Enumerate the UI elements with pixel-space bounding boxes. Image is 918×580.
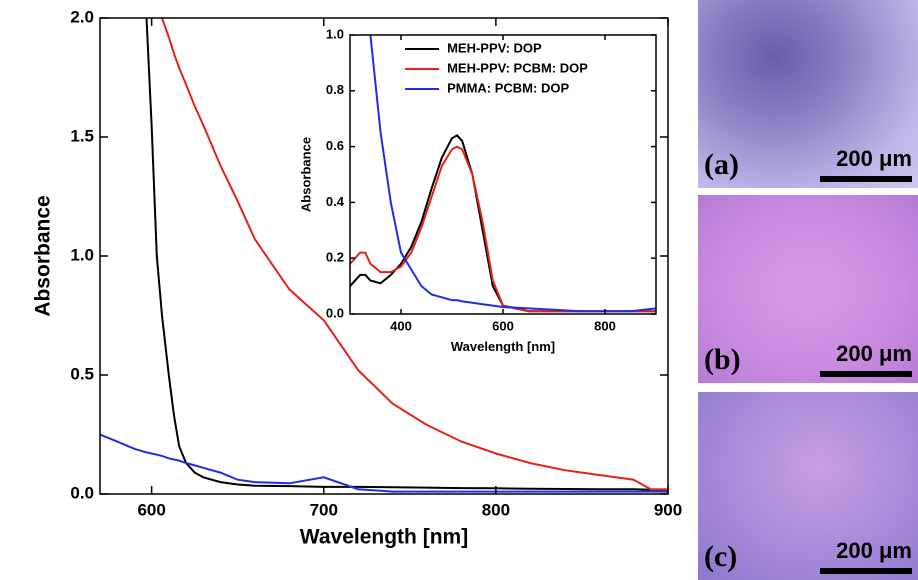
series-line xyxy=(161,18,668,491)
y-tick-label: 1.0 xyxy=(70,245,94,264)
x-axis-label: Wavelength [nm] xyxy=(300,526,468,549)
legend-label: MEH-PPV: PCBM: DOP xyxy=(447,60,588,75)
micrograph: (b) 200 μm xyxy=(698,195,918,383)
y-tick-label: 0.0 xyxy=(326,305,344,320)
y-tick-label: 0.4 xyxy=(326,194,345,209)
x-tick-label: 900 xyxy=(654,500,682,519)
series-line xyxy=(350,145,656,313)
plot-area xyxy=(350,35,656,314)
y-tick-label: 0.2 xyxy=(326,250,344,265)
x-tick-label: 600 xyxy=(492,318,514,333)
plot xyxy=(100,18,668,493)
x-tick-label: 600 xyxy=(137,500,165,519)
y-tick-label: 0.0 xyxy=(70,483,94,502)
x-axis-label: Wavelength [nm] xyxy=(451,339,555,354)
y-tick-label: 2.0 xyxy=(70,7,94,26)
y-tick-label: 0.8 xyxy=(326,82,344,97)
scale-label: 200 μm xyxy=(836,538,912,563)
y-tick-label: 0.5 xyxy=(70,364,94,383)
scale-bar xyxy=(820,371,912,377)
series-line xyxy=(369,35,656,313)
legend-label: PMMA: PCBM: DOP xyxy=(447,80,569,95)
panel-label: (a) xyxy=(704,148,739,181)
y-axis-label: Absorbance xyxy=(31,195,54,316)
series-line xyxy=(100,433,668,493)
y-tick-label: 1.0 xyxy=(326,26,344,41)
scale-label: 200 μm xyxy=(836,146,912,171)
x-tick-label: 400 xyxy=(390,318,412,333)
panel-label: (b) xyxy=(704,343,741,376)
legend-label: MEH-PPV: DOP xyxy=(447,40,542,55)
panel-label: (c) xyxy=(704,540,738,573)
x-tick-label: 700 xyxy=(310,500,338,519)
series-line xyxy=(145,18,668,491)
scale-label: 200 μm xyxy=(836,341,912,366)
x-tick-label: 800 xyxy=(482,500,510,519)
plot xyxy=(350,35,656,313)
scale-bar xyxy=(820,568,912,574)
x-tick-label: 800 xyxy=(594,318,616,333)
micrograph: (c) 200 μm xyxy=(698,392,918,580)
y-axis-label: Absorbance xyxy=(299,137,314,212)
y-tick-label: 1.5 xyxy=(70,126,94,145)
y-tick-label: 0.6 xyxy=(326,138,344,153)
scale-bar xyxy=(820,176,912,182)
chart: 600 700 800 900 0.0 0.5 1.0 1.5 2.0 Wavelength [n… xyxy=(31,7,682,549)
micrograph: (a) 200 μm xyxy=(698,0,918,188)
